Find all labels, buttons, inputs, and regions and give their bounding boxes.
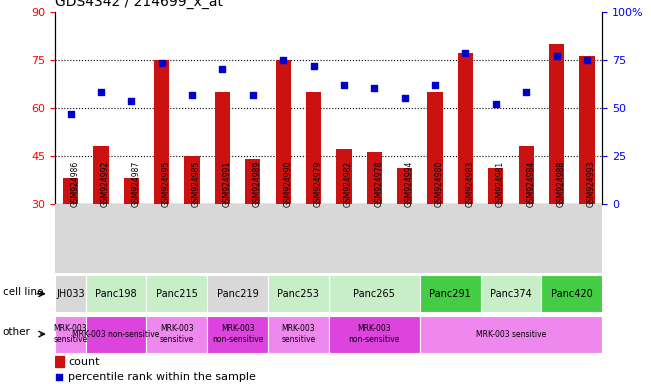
Text: MRK-003
non-sensitive: MRK-003 non-sensitive	[349, 324, 400, 344]
Text: GSM924978: GSM924978	[374, 161, 383, 207]
Bar	[549, 43, 564, 204]
Bar	[207, 275, 268, 312]
Point	[156, 60, 167, 66]
Text: GSM924979: GSM924979	[314, 161, 322, 207]
Point	[430, 82, 440, 88]
Bar	[337, 149, 352, 204]
Text: Panc265: Panc265	[353, 289, 395, 299]
Bar	[86, 275, 146, 312]
Text: GSM924988: GSM924988	[557, 161, 566, 207]
Text: MRK-003
sensitive: MRK-003 sensitive	[53, 324, 88, 344]
Text: Panc253: Panc253	[277, 289, 319, 299]
Bar	[124, 178, 139, 204]
Point	[400, 95, 410, 101]
Point	[187, 92, 197, 98]
Text: GSM924984: GSM924984	[526, 161, 535, 207]
Text: GSM924992: GSM924992	[101, 161, 110, 207]
Text: GSM924985: GSM924985	[192, 161, 201, 207]
Bar	[184, 156, 200, 204]
Text: GSM924995: GSM924995	[161, 161, 171, 207]
Point	[309, 63, 319, 69]
Text: cell line: cell line	[3, 287, 43, 297]
Bar	[245, 159, 260, 204]
Text: GSM924981: GSM924981	[496, 161, 505, 207]
Text: Panc291: Panc291	[430, 289, 471, 299]
Bar	[55, 275, 86, 312]
Text: MRK-003
non-sensitive: MRK-003 non-sensitive	[212, 324, 263, 344]
Point	[65, 111, 76, 117]
Bar	[268, 275, 329, 312]
Text: Panc219: Panc219	[217, 289, 258, 299]
Bar	[55, 316, 86, 353]
Bar	[579, 56, 594, 204]
Point	[54, 374, 64, 380]
Point	[369, 85, 380, 91]
Point	[96, 88, 106, 94]
Bar	[488, 168, 503, 204]
Text: GSM924986: GSM924986	[70, 161, 79, 207]
Text: percentile rank within the sample: percentile rank within the sample	[68, 372, 256, 382]
Bar	[480, 275, 542, 312]
Bar	[93, 146, 109, 204]
Point	[217, 66, 228, 72]
Bar	[207, 316, 268, 353]
Point	[278, 56, 288, 63]
Text: GSM924983: GSM924983	[465, 161, 475, 207]
Bar	[519, 146, 534, 204]
Bar	[420, 275, 480, 312]
Bar	[306, 91, 321, 204]
Bar	[397, 168, 412, 204]
Bar	[86, 316, 146, 353]
Point	[491, 101, 501, 108]
Bar	[329, 316, 420, 353]
Text: GDS4342 / 214699_x_at: GDS4342 / 214699_x_at	[55, 0, 223, 9]
Text: GSM924991: GSM924991	[223, 161, 231, 207]
Point	[247, 92, 258, 98]
Text: count: count	[68, 357, 100, 367]
Text: MRK-003
sensitive: MRK-003 sensitive	[281, 324, 316, 344]
Text: Panc420: Panc420	[551, 289, 592, 299]
Text: GSM924989: GSM924989	[253, 161, 262, 207]
Point	[339, 82, 349, 88]
Bar	[420, 316, 602, 353]
Bar	[542, 275, 602, 312]
Text: GSM924994: GSM924994	[405, 161, 413, 207]
Text: MRK-003 non-sensitive: MRK-003 non-sensitive	[72, 329, 159, 339]
Text: JH033: JH033	[56, 289, 85, 299]
Bar	[63, 178, 78, 204]
Bar	[367, 152, 382, 204]
Bar	[329, 275, 420, 312]
Bar	[268, 316, 329, 353]
Text: Panc374: Panc374	[490, 289, 532, 299]
Text: GSM924993: GSM924993	[587, 161, 596, 207]
Text: GSM924987: GSM924987	[132, 161, 140, 207]
Bar	[146, 275, 207, 312]
Bar	[215, 91, 230, 204]
Text: MRK-003
sensitive: MRK-003 sensitive	[159, 324, 194, 344]
Bar	[146, 316, 207, 353]
Text: GSM924982: GSM924982	[344, 161, 353, 207]
Point	[582, 56, 592, 63]
Point	[126, 98, 137, 104]
Text: GSM924990: GSM924990	[283, 161, 292, 207]
Point	[460, 50, 471, 56]
Bar	[154, 60, 169, 204]
Point	[521, 88, 531, 94]
Point	[551, 53, 562, 60]
Bar	[428, 91, 443, 204]
Bar	[458, 53, 473, 204]
Bar	[55, 356, 64, 367]
Text: Panc198: Panc198	[95, 289, 137, 299]
Text: other: other	[3, 327, 31, 337]
Text: Panc215: Panc215	[156, 289, 198, 299]
Bar	[275, 60, 291, 204]
Text: MRK-003 sensitive: MRK-003 sensitive	[476, 329, 546, 339]
Text: GSM924980: GSM924980	[435, 161, 444, 207]
